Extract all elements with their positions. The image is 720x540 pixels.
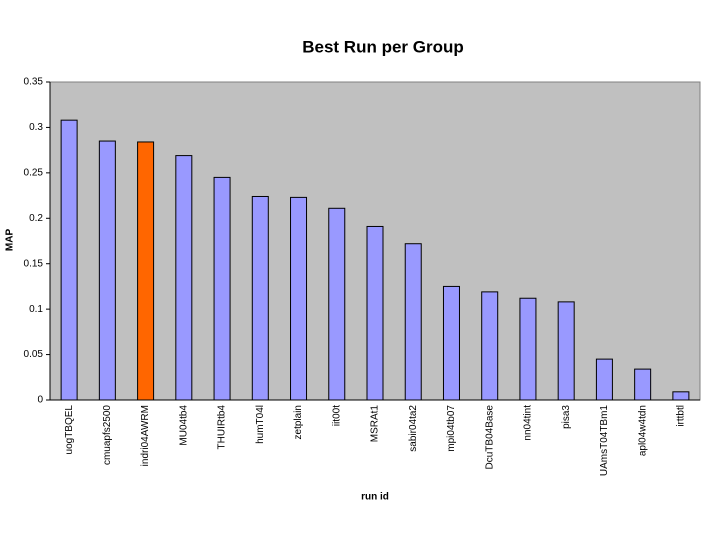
bar (481, 291, 499, 401)
bar (557, 301, 575, 401)
x-tick-label: irttbtl (676, 405, 687, 427)
bar (175, 155, 193, 401)
x-tick-label: indri04AWRM (140, 405, 151, 466)
y-tick-label: 0.35 (24, 77, 44, 88)
y-tick-label: 0.2 (29, 213, 43, 224)
chart-title: Best Run per Group (302, 37, 464, 56)
x-tick-label: DcuTB04Base (484, 405, 495, 470)
bar (366, 225, 384, 401)
bar (213, 176, 231, 401)
x-tick-label: humT04l (255, 405, 266, 444)
x-tick-label: mpi04tb07 (446, 405, 457, 452)
bar (634, 368, 652, 401)
y-tick-label: 0.25 (24, 167, 44, 178)
bar (60, 119, 78, 401)
x-tick-label: THUIRtb4 (217, 405, 228, 450)
x-tick-label: zetplain (293, 405, 304, 439)
bar (672, 391, 690, 401)
y-tick-label: 0.1 (29, 304, 43, 315)
bar (519, 297, 537, 401)
x-tick-label: cmuapfs2500 (102, 405, 113, 465)
bar (137, 141, 155, 401)
x-tick-label: nn04tint (523, 405, 534, 441)
bar (442, 285, 460, 401)
bar (290, 196, 308, 401)
x-tick-label: pisa3 (561, 405, 572, 429)
x-tick-label: uogTBQEL (64, 405, 75, 455)
bar (251, 195, 269, 401)
x-tick-label: apl04w4tdn (637, 405, 648, 456)
bar (98, 140, 116, 401)
bar (404, 243, 422, 401)
bar (595, 358, 613, 401)
x-tick-label: iit00t (331, 405, 342, 426)
x-tick-label: UAmsT04TBm1 (599, 405, 610, 477)
x-tick-label: sabir04ta2 (408, 405, 419, 452)
y-tick-label: 0.3 (29, 122, 43, 133)
x-tick-label: MSRAt1 (370, 405, 381, 443)
x-tick-label: MU04tb4 (178, 405, 189, 446)
y-tick-label: 0.15 (24, 258, 44, 269)
bar (328, 207, 346, 401)
y-axis-label: MAP (5, 229, 16, 252)
y-tick-label: 0.05 (24, 349, 44, 360)
x-axis-label: run id (361, 492, 389, 503)
y-tick-label: 0 (37, 395, 43, 406)
